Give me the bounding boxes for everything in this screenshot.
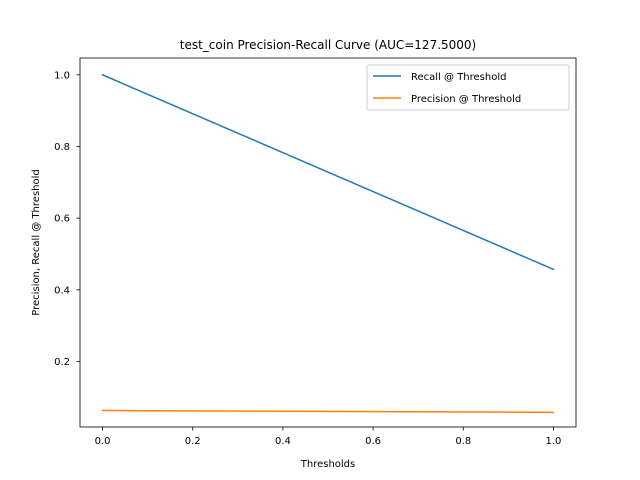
x-axis-label: Thresholds bbox=[300, 459, 356, 470]
legend-frame bbox=[366, 64, 570, 111]
y-axis: 0.2 0.4 0.6 0.8 1.0 bbox=[54, 70, 80, 368]
y-tick-label: 0.4 bbox=[54, 285, 70, 296]
series-line-recall bbox=[101, 73, 555, 271]
x-tick-label: 0.6 bbox=[365, 436, 381, 447]
legend-label-precision: Precision @ Threshold bbox=[411, 94, 521, 105]
x-tick-label: 0.0 bbox=[95, 436, 111, 447]
legend: Recall @ Threshold Precision @ Threshold bbox=[366, 64, 570, 111]
series-layer bbox=[101, 73, 555, 414]
axes-frame bbox=[79, 57, 577, 428]
y-tick-label: 0.2 bbox=[54, 357, 70, 368]
y-tick-label: 0.8 bbox=[54, 142, 70, 153]
y-tick-label: 0.6 bbox=[54, 214, 70, 225]
axes-background bbox=[80, 58, 576, 427]
x-axis: 0.0 0.2 0.4 0.6 0.8 1.0 bbox=[95, 427, 562, 447]
y-axis-label: Precision, Recall @ Threshold bbox=[31, 169, 42, 315]
legend-label-recall: Recall @ Threshold bbox=[411, 72, 506, 83]
y-tick-label: 1.0 bbox=[54, 70, 70, 81]
chart-title: test_coin Precision-Recall Curve (AUC=12… bbox=[180, 38, 477, 52]
x-tick-label: 0.2 bbox=[185, 436, 201, 447]
x-tick-label: 0.4 bbox=[275, 436, 291, 447]
plot-area bbox=[80, 58, 576, 427]
x-tick-label: 0.8 bbox=[455, 436, 471, 447]
series-line-precision bbox=[101, 409, 555, 414]
x-tick-label: 1.0 bbox=[546, 436, 562, 447]
